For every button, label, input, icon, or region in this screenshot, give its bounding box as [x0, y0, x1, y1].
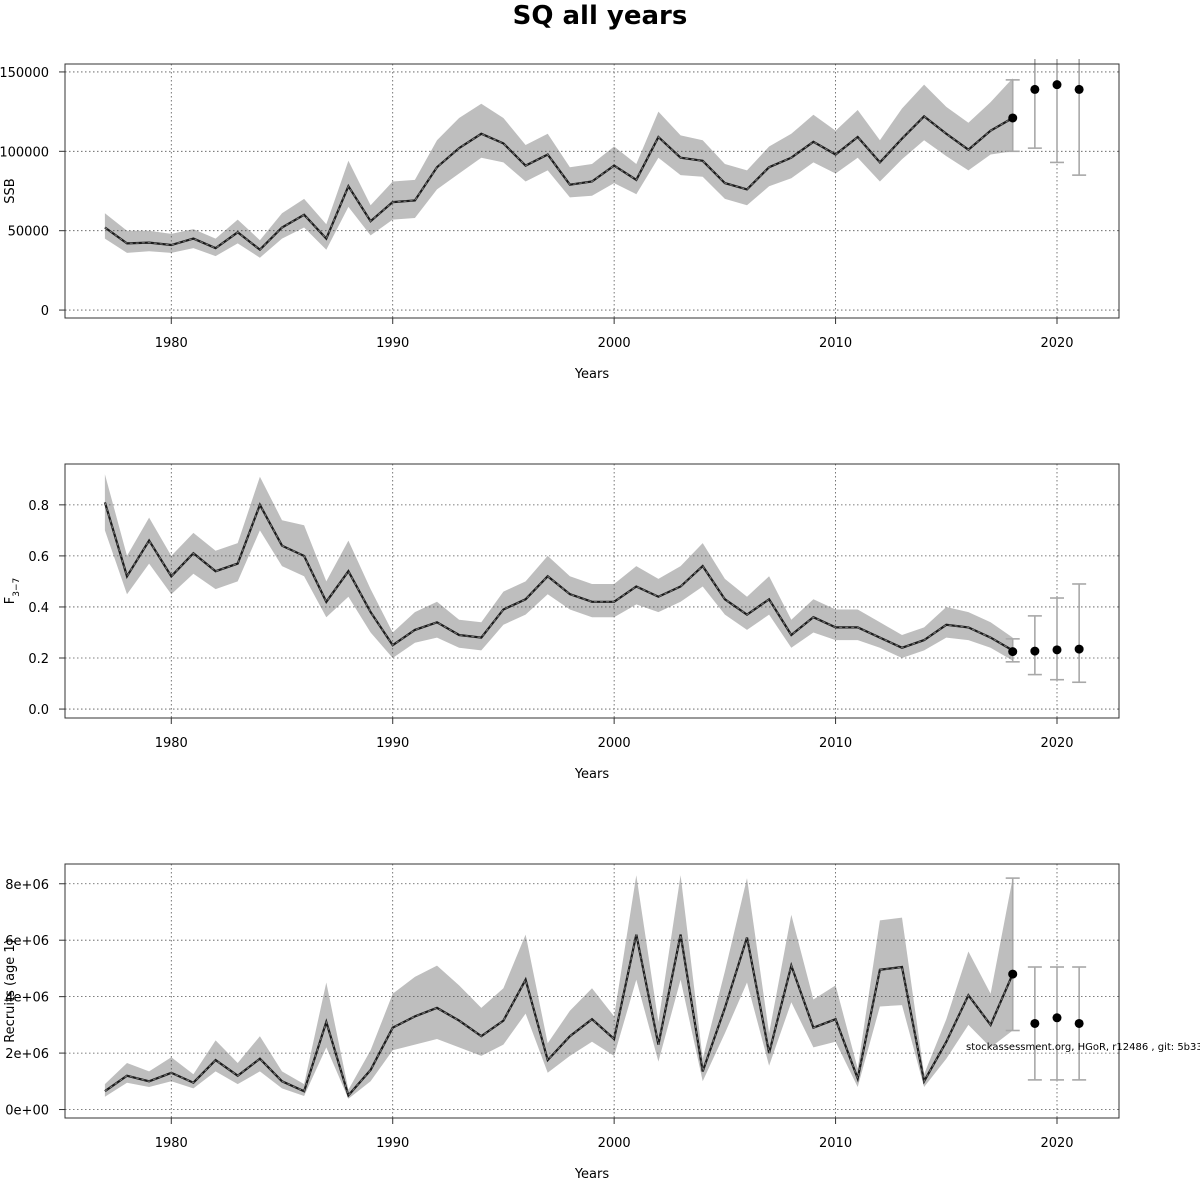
x-tick-label: 2010	[819, 736, 852, 751]
x-tick-label: 1990	[376, 336, 409, 351]
x-tick-label: 1980	[155, 736, 188, 751]
footnote-text: stockassessment.org, HGoR, r12486 , git:…	[966, 1042, 1200, 1053]
x-tick-label: 2000	[598, 1136, 631, 1151]
x-tick-label: 1990	[376, 736, 409, 751]
x-axis-title: Years	[574, 1167, 610, 1182]
y-tick-label: 0e+00	[5, 1104, 49, 1119]
forecast-point	[1008, 113, 1018, 123]
y-tick-label: 8e+06	[5, 878, 49, 893]
forecast-point	[1052, 1013, 1062, 1023]
forecast-point	[1074, 84, 1084, 94]
forecast-point	[1030, 646, 1040, 656]
forecast-point	[1074, 1018, 1084, 1028]
y-tick-label: 0.0	[28, 703, 49, 718]
y-axis-title: F3−7	[3, 578, 22, 604]
plot-frame	[64, 863, 1120, 1119]
x-axis-title: Years	[574, 367, 610, 382]
y-tick-label: 100000	[0, 145, 49, 160]
panel-recruits: 1980 1990 2000 2010 2020 0e+00 2e+06 4e+06 6e+06…	[3, 863, 1120, 1182]
forecast-point	[1052, 645, 1062, 655]
x-tick-label: 2000	[598, 336, 631, 351]
x-tick-label: 2020	[1040, 736, 1073, 751]
y-axis-title: Recruits (age 1)	[3, 939, 18, 1043]
y-tick-label: 0.8	[28, 499, 49, 514]
y-tick-label: 2e+06	[5, 1047, 49, 1062]
forecast-point	[1052, 80, 1062, 90]
x-tick-label: 2010	[819, 1136, 852, 1151]
y-tick-label: 50000	[8, 225, 49, 240]
y-tick-label: 0.6	[28, 550, 49, 565]
plot-frame	[64, 63, 1120, 319]
forecast-point	[1030, 1018, 1040, 1028]
y-tick-label: 0.2	[28, 652, 49, 667]
y-tick-label: 150000	[0, 66, 49, 81]
y-tick-label: 4e+06	[5, 991, 49, 1006]
plot-frame	[64, 463, 1120, 719]
forecast-point	[1030, 84, 1040, 94]
x-tick-label: 1980	[155, 336, 188, 351]
forecast-point	[1074, 644, 1084, 654]
x-tick-label: 2020	[1040, 1136, 1073, 1151]
x-axis-title: Years	[574, 767, 610, 782]
forecast-point	[1008, 647, 1018, 657]
x-tick-label: 1980	[155, 1136, 188, 1151]
panel-fbar: 1980 1990 2000 2010 2020 0.0 0.2 0.4 0.6 0.8 Years…	[3, 463, 1120, 782]
x-tick-label: 1990	[376, 1136, 409, 1151]
y-axis-title-subscript: 3−7	[12, 578, 22, 597]
panel-ssb: 1980 1990 2000 2010 2020 0 50000 100000 150000 Ye…	[0, 59, 1120, 382]
chart-title: SQ all years	[513, 1, 688, 31]
y-tick-label: 6e+06	[5, 934, 49, 949]
forecast-point	[1008, 969, 1018, 979]
x-tick-label: 2010	[819, 336, 852, 351]
y-tick-label: 0	[41, 304, 49, 319]
x-tick-label: 2020	[1040, 336, 1073, 351]
estimate-line-dash	[104, 934, 1014, 1097]
y-tick-label: 0.4	[28, 601, 49, 616]
confidence-band	[104, 474, 1013, 661]
estimate-line-dash	[104, 502, 1013, 651]
x-tick-label: 2000	[598, 736, 631, 751]
estimate-line-dash	[104, 115, 1013, 251]
y-axis-title: SSB	[3, 178, 18, 203]
